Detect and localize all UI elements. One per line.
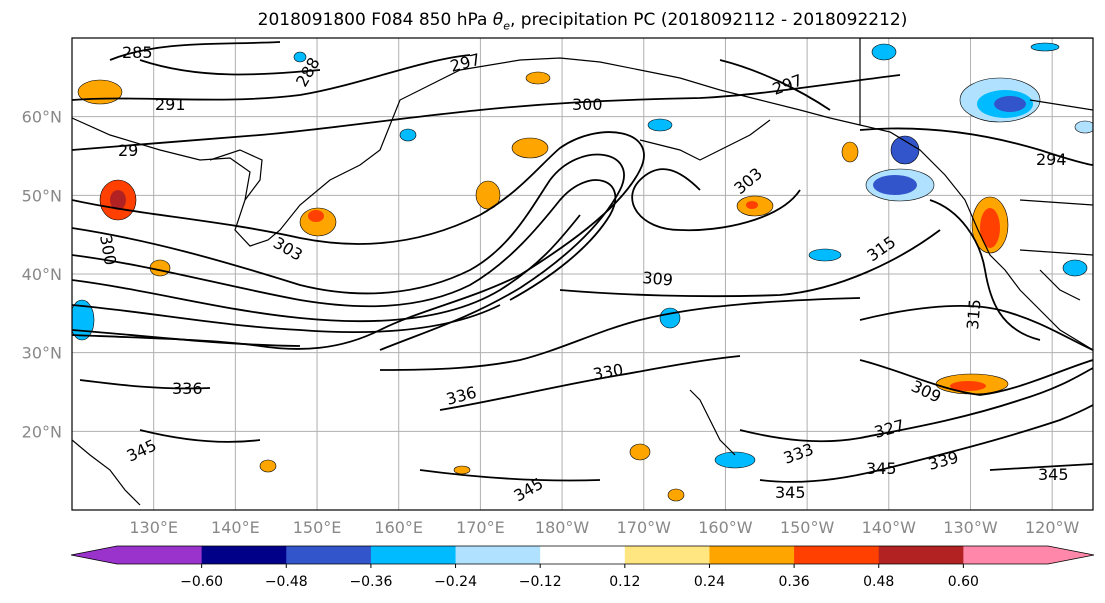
latitude-label: 40°N [22, 265, 62, 284]
title-suffix: , precipitation PC (2018092112 - 2018092… [509, 10, 908, 30]
latitude-labels: 20°N 30°N 40°N 50°N 60°N [22, 108, 62, 442]
colorbar-tick-label: −0.60 [180, 574, 223, 590]
theta-e-contours [72, 41, 1093, 483]
longitude-labels: 130°E 140°E 150°E 160°E 170°E 180°W 170°W 160°W… [129, 518, 1079, 537]
contour-label: 315 [963, 298, 985, 330]
colorbar-tick-label: 0.60 [948, 574, 979, 590]
map-border [71, 37, 1094, 511]
colorbar-min-extend [71, 546, 117, 564]
latitude-label: 20°N [22, 422, 62, 441]
longitude-label: 140°W [862, 518, 917, 537]
longitude-label: 150°W [780, 518, 835, 537]
colorbar-tick-label: 0.12 [609, 574, 640, 590]
colorbar-tick-label: −0.48 [265, 574, 308, 590]
contour-label: 291 [155, 95, 186, 114]
colorbar-segment [878, 546, 964, 564]
contour-label: 285 [122, 43, 153, 62]
contour-label: 294 [1036, 150, 1067, 169]
colorbar-max-extend [1048, 546, 1094, 564]
coastlines [72, 38, 1093, 506]
contour-label: 345 [775, 483, 806, 502]
longitude-label: 130°W [943, 518, 998, 537]
colorbar-segment [286, 546, 372, 564]
colorbar-segment [455, 546, 541, 564]
map-content: 285 288 291 297 300 297 294 303 300 303 … [72, 38, 1093, 510]
colorbar-segment [709, 546, 795, 564]
longitude-label: 160°W [698, 518, 753, 537]
colorbar-segment [963, 546, 1049, 564]
colorbar-tick-label: −0.24 [434, 574, 477, 590]
theta-subscript: e [503, 19, 510, 33]
longitude-label: 140°E [211, 518, 260, 537]
theta-symbol: θ [492, 10, 504, 30]
colorbar-tick-label: 0.48 [863, 574, 894, 590]
colorbar-outline [70, 545, 1095, 565]
longitude-label: 150°E [293, 518, 342, 537]
longitude-label: 130°E [129, 518, 178, 537]
longitude-label: 170°W [617, 518, 672, 537]
colorbar-segment [117, 546, 203, 564]
contour-label: 300 [572, 95, 603, 114]
colorbar-segment [370, 546, 457, 564]
contour-label: 345 [866, 459, 897, 478]
longitude-label: 160°E [374, 518, 423, 537]
longitude-label: 180°W [535, 518, 590, 537]
contour-label: 29 [118, 141, 138, 160]
longitude-label: 120°W [1025, 518, 1080, 537]
colorbar-segment [540, 546, 626, 564]
colorbar-segment [624, 546, 710, 564]
precip-shading [72, 42, 1093, 502]
contour-label: 309 [642, 268, 674, 290]
longitude-label: 170°E [456, 518, 505, 537]
contour-label: 336 [172, 379, 203, 398]
colorbar-segment [794, 546, 880, 564]
title-prefix: 2018091800 F084 850 hPa [257, 10, 493, 30]
map-title: 2018091800 F084 850 hPa θe, precipitatio… [0, 10, 1105, 32]
contour-label: 345 [1038, 465, 1069, 484]
colorbar: −0.60 −0.48 −0.36 −0.24 −0.12 0.12 0.24 0.36 0.4… [70, 545, 1095, 590]
latitude-label: 30°N [22, 344, 62, 363]
latitude-label: 50°N [22, 186, 62, 205]
colorbar-tick-label: −0.12 [519, 574, 562, 590]
colorbar-tick-label: 0.36 [779, 574, 810, 590]
latitude-label: 60°N [22, 108, 62, 127]
colorbar-tick-label: −0.36 [349, 574, 392, 590]
colorbar-tick-label: 0.24 [694, 574, 725, 590]
colorbar-segment [201, 546, 287, 564]
